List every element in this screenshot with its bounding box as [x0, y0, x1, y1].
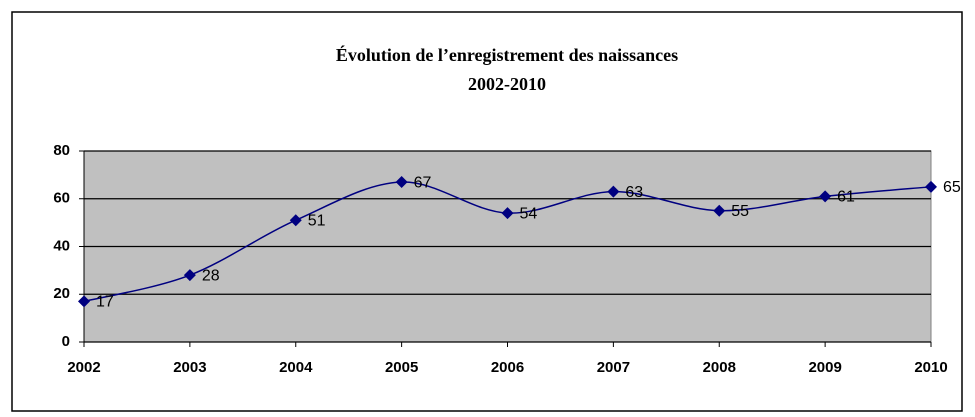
data-label: 17: [96, 294, 114, 311]
marker: [395, 176, 408, 189]
data-label: 61: [837, 189, 855, 206]
marker: [819, 190, 832, 203]
data-label: 54: [520, 205, 538, 222]
marker: [78, 295, 90, 308]
y-tick-label: 0: [62, 333, 70, 350]
marker: [925, 180, 937, 193]
data-label: 65: [943, 179, 961, 196]
marker: [607, 185, 620, 198]
x-tick-label: 2002: [67, 359, 100, 376]
x-tick-label: 2004: [279, 359, 313, 376]
y-tick-label: 80: [53, 142, 70, 159]
data-label: 28: [202, 267, 220, 284]
y-tick-label: 60: [53, 190, 70, 207]
marker: [183, 269, 196, 282]
x-tick-label: 2003: [173, 359, 206, 376]
data-label: 51: [308, 212, 326, 229]
data-label: 63: [625, 184, 643, 201]
marker: [289, 214, 302, 227]
x-tick-label: 2007: [597, 359, 630, 376]
y-tick-label: 40: [53, 237, 70, 254]
y-tick-label: 20: [53, 285, 70, 302]
data-label: 55: [731, 203, 749, 220]
x-tick-label: 2006: [491, 359, 524, 376]
x-tick-label: 2008: [703, 359, 736, 376]
x-tick-label: 2010: [914, 359, 947, 376]
chart-subtitle: 2002-2010: [468, 74, 546, 94]
marker: [713, 204, 726, 217]
x-tick-label: 2005: [385, 359, 418, 376]
data-label: 67: [414, 174, 432, 191]
chart-title: Évolution de l’enregistrement des naissa…: [336, 44, 678, 65]
marker: [501, 207, 514, 220]
x-tick-label: 2009: [808, 359, 841, 376]
